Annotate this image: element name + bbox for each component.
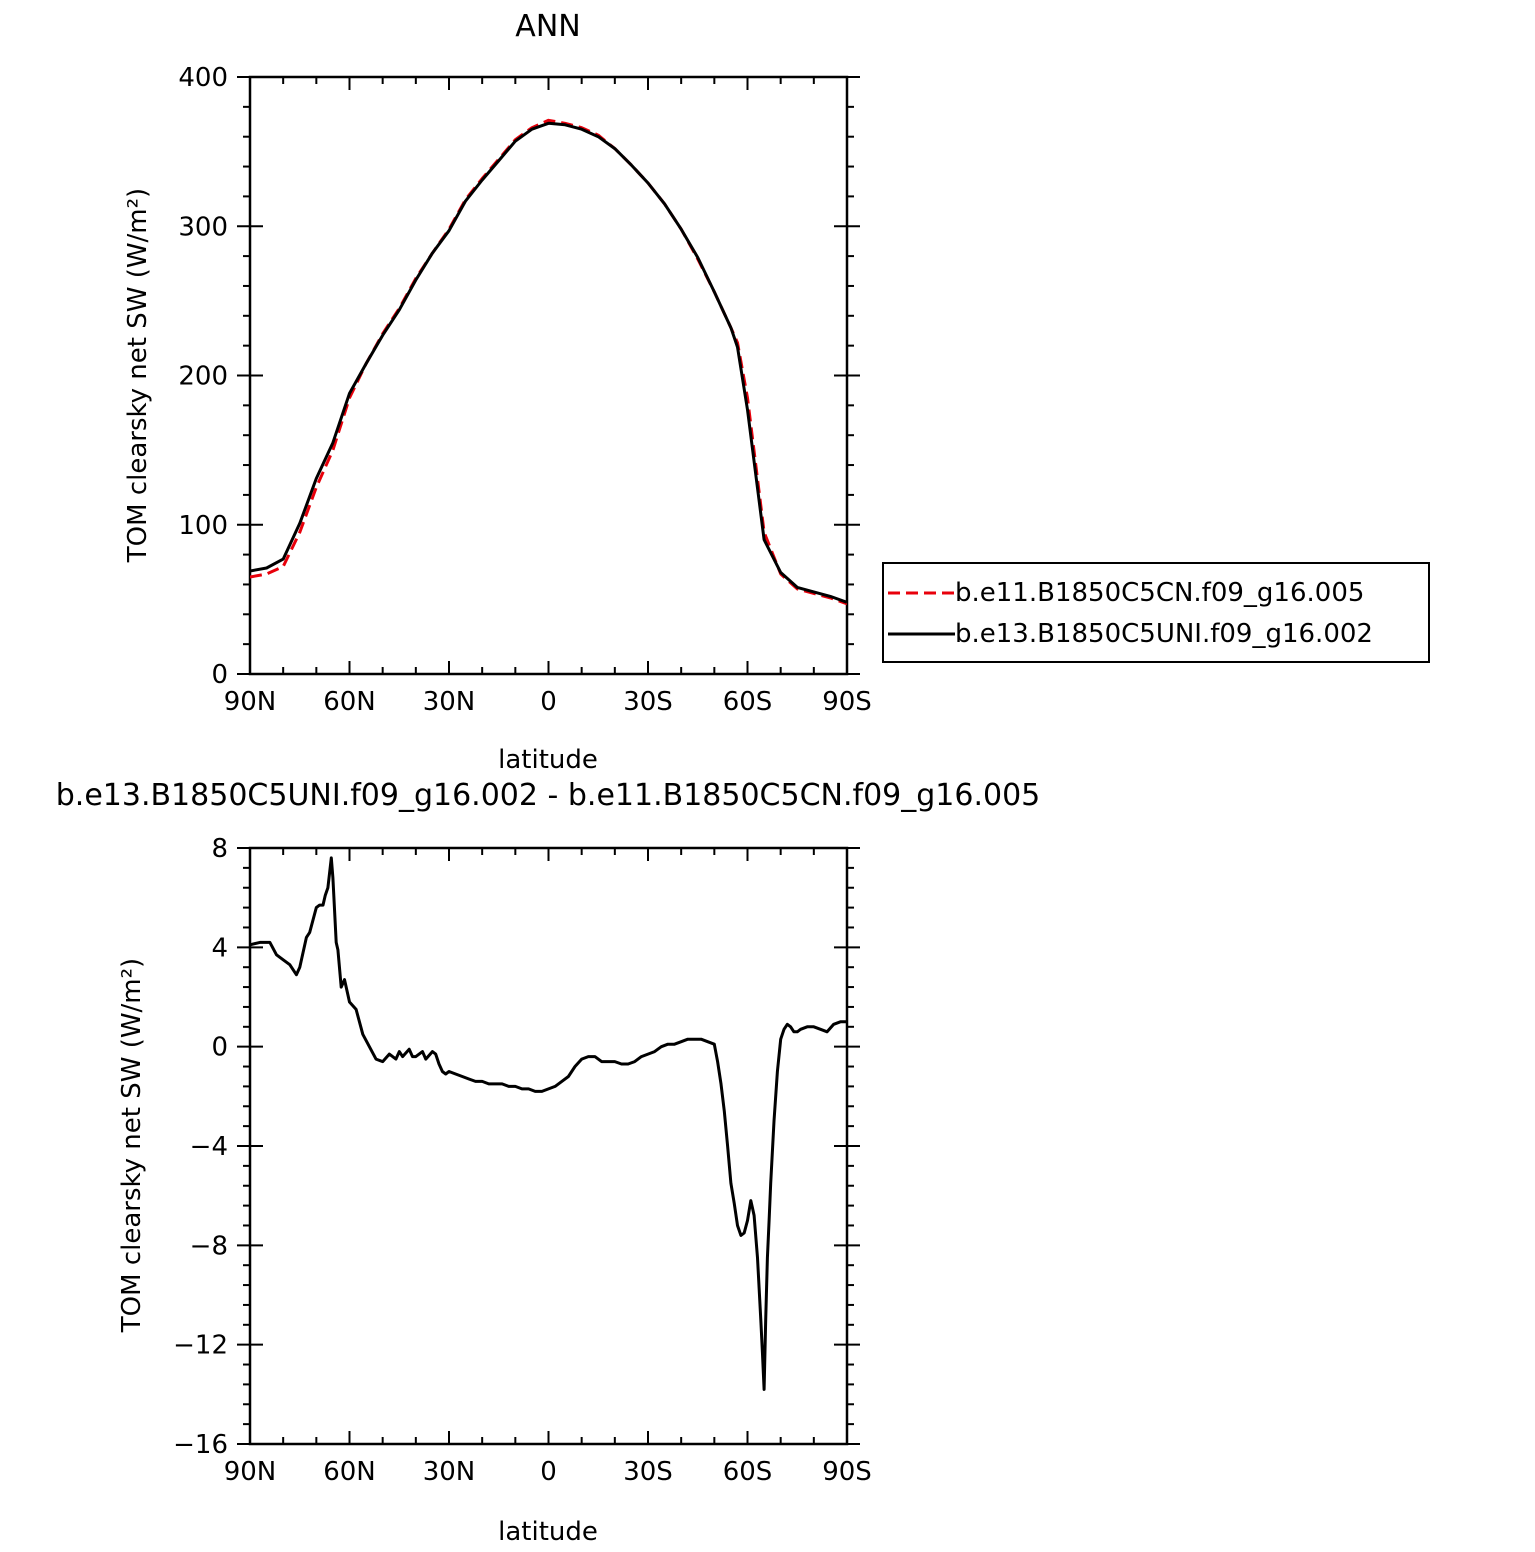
chart-title: b.e13.B1850C5UNI.f09_g16.002 - b.e11.B18… — [56, 778, 1041, 813]
y-tick-label: −4 — [190, 1132, 228, 1162]
y-tick-label: 100 — [178, 511, 228, 541]
chart-title: ANN — [515, 9, 580, 44]
x-tick-label: 90S — [822, 1457, 872, 1487]
x-tick-label: 60S — [723, 1457, 773, 1487]
y-tick-label: 300 — [178, 212, 228, 242]
y-axis-label: TOM clearsky net SW (W/m²) — [117, 958, 147, 1333]
legend: b.e11.B1850C5CN.f09_g16.005 b.e13.B1850C… — [882, 562, 1430, 663]
plot-area: 90N 60N 30N 0 30S 60S 90S 0 100 200 300 400 — [178, 63, 871, 717]
y-tick-label: −16 — [173, 1430, 228, 1460]
y-tick-label: −12 — [173, 1331, 228, 1361]
y-tick-label: 0 — [211, 1033, 228, 1063]
x-tick-label: 30S — [623, 1457, 673, 1487]
legend-box — [882, 562, 1430, 663]
x-axis-label: latitude — [498, 1517, 598, 1547]
x-axis-label: latitude — [498, 745, 598, 775]
plot-frame — [248, 75, 849, 676]
x-tick-label: 60N — [323, 1457, 376, 1487]
x-tick-label: 90N — [224, 687, 277, 717]
legend-label-series-1: b.e11.B1850C5CN.f09_g16.005 — [955, 578, 1364, 608]
x-tick-label: 0 — [540, 687, 557, 717]
x-tick-label: 90N — [224, 1457, 277, 1487]
plot-area: 90N 60N 30N 0 30S 60S 90S −16 −12 −8 −4 0 4 8 — [173, 834, 872, 1487]
y-tick-label: 8 — [211, 834, 228, 864]
x-tick-label: 60N — [323, 687, 376, 717]
chart-panel-difference: b.e13.B1850C5UNI.f09_g16.002 - b.e11.B18… — [56, 778, 1041, 1547]
x-tick-label: 30N — [423, 687, 476, 717]
x-tick-label: 30N — [423, 1457, 476, 1487]
y-tick-label: 0 — [211, 660, 228, 690]
y-tick-label: 4 — [211, 933, 228, 963]
y-tick-label: −8 — [190, 1231, 228, 1261]
series-line-2 — [250, 121, 847, 604]
chart-panel-annual-mean: ANN 90N 60N 30N 0 30S 60S 90S 0 100 200 300 400 lat… — [123, 9, 872, 775]
x-tick-label: 60S — [723, 687, 773, 717]
plot-frame — [248, 846, 849, 1446]
x-tick-label: 30S — [623, 687, 673, 717]
x-tick-label: 0 — [540, 1457, 557, 1487]
series-line-1 — [250, 118, 847, 606]
y-axis-label: TOM clearsky net SW (W/m²) — [123, 188, 153, 563]
legend-label-series-2: b.e13.B1850C5UNI.f09_g16.002 — [955, 619, 1373, 649]
y-tick-label: 400 — [178, 63, 228, 93]
series-line-1 — [250, 856, 847, 1391]
y-tick-label: 200 — [178, 362, 228, 392]
x-tick-label: 90S — [822, 687, 872, 717]
